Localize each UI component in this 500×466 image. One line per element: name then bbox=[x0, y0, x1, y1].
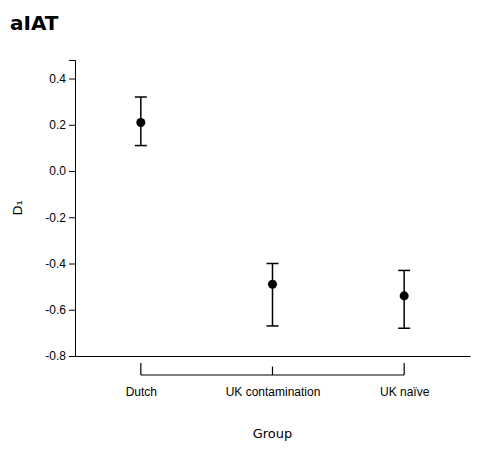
chart: aIAT -0.8 -0.6 -0.4 -0.2 0.0 0.2 0.4 Dutch UK con… bbox=[0, 0, 500, 466]
x-tick-label: UK naïve bbox=[380, 385, 430, 399]
error-bar bbox=[267, 264, 279, 326]
y-tick-mark bbox=[69, 217, 75, 218]
error-cap-upper bbox=[267, 263, 279, 265]
x-axis: Dutch UK contamination UK naïve bbox=[76, 356, 471, 399]
y-tick-label: 0.2 bbox=[49, 118, 66, 132]
y-tick-label: -0.4 bbox=[45, 257, 66, 271]
y-tick: 0.0 bbox=[49, 164, 75, 178]
y-tick-label: -0.8 bbox=[45, 349, 66, 363]
y-tick: 0.4 bbox=[49, 72, 75, 86]
y-tick-label: 0.0 bbox=[49, 164, 66, 178]
y-axis: -0.8 -0.6 -0.4 -0.2 0.0 0.2 0.4 bbox=[45, 61, 75, 364]
x-axis-title: Group bbox=[253, 426, 293, 441]
x-tick: UK contamination bbox=[226, 356, 321, 399]
bracket-tick bbox=[272, 367, 273, 375]
x-axis-line bbox=[76, 356, 471, 357]
y-tick: -0.2 bbox=[45, 211, 75, 225]
error-bar bbox=[398, 270, 410, 328]
point bbox=[136, 118, 145, 127]
y-tick-mark bbox=[69, 264, 75, 265]
y-tick-label: -0.2 bbox=[45, 211, 66, 225]
y-tick-mark bbox=[69, 79, 75, 80]
error-cap-lower bbox=[267, 325, 279, 327]
error-line bbox=[272, 264, 274, 326]
y-axis-line bbox=[69, 61, 76, 357]
y-tick: -0.6 bbox=[45, 303, 75, 317]
error-bar bbox=[135, 97, 147, 146]
y-tick-mark bbox=[69, 171, 75, 172]
x-tick: Dutch bbox=[126, 356, 157, 399]
y-tick-mark bbox=[69, 356, 75, 357]
error-cap-lower bbox=[135, 145, 147, 147]
y-tick-label: 0.4 bbox=[49, 72, 66, 86]
bracket-tick bbox=[140, 363, 141, 375]
marks bbox=[135, 97, 410, 328]
y-tick-mark bbox=[69, 125, 75, 126]
x-tick: UK naïve bbox=[380, 356, 430, 399]
bracket-tick bbox=[404, 363, 405, 375]
bracket bbox=[141, 363, 404, 375]
error-cap-lower bbox=[398, 328, 410, 330]
point bbox=[400, 291, 409, 300]
x-tick-label: UK contamination bbox=[226, 385, 321, 399]
plot: -0.8 -0.6 -0.4 -0.2 0.0 0.2 0.4 Dutch UK contami… bbox=[45, 61, 470, 399]
title: aIAT bbox=[10, 11, 59, 35]
point bbox=[268, 280, 277, 289]
error-cap-upper bbox=[135, 96, 147, 98]
x-tick-label: Dutch bbox=[126, 385, 157, 399]
y-tick-mark bbox=[69, 310, 75, 311]
error-cap-upper bbox=[398, 270, 410, 272]
y-tick: 0.2 bbox=[49, 118, 75, 132]
y-tick-label: -0.6 bbox=[45, 303, 66, 317]
y-tick: -0.4 bbox=[45, 257, 75, 271]
y-axis-title: D₁ bbox=[10, 200, 25, 215]
y-tick: -0.8 bbox=[45, 349, 75, 363]
